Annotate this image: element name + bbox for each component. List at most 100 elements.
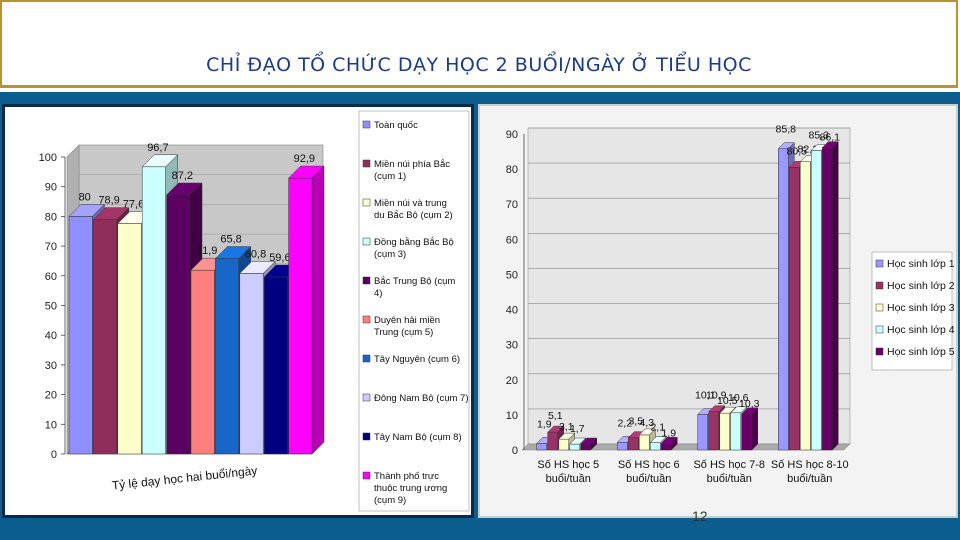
bar-front [628,437,639,451]
legend-box [871,251,953,371]
legend-swatch [362,354,371,363]
bar-top [165,182,203,196]
bar-front [580,443,591,451]
y-tick-label: 60 [45,271,57,283]
data-label: 4,3 [639,417,654,429]
data-label: 80 [79,191,91,203]
legend-swatch [875,259,884,268]
bar [287,165,325,455]
data-label: 60,8 [245,248,266,260]
bar [821,141,839,451]
legend-label: Đồng bằng Bắc Bộ (cụm 3) [374,237,454,260]
data-label: 61,9 [196,245,217,257]
legend-label: Tây Nguyên (cụm 6) [374,354,460,365]
legend-swatch [875,325,884,334]
bar-front [239,273,264,455]
y-tick-label: 50 [506,269,518,281]
bar-front [68,216,93,455]
data-label: 59,6 [269,252,290,264]
slide-header: CHỈ ĐẠO TỔ CHỨC DẠY HỌC 2 BUỔI/NGÀY Ở TI… [0,0,958,88]
bar-front [558,438,569,451]
data-label: 10,5 [717,395,738,407]
bar-top [141,154,179,168]
legend-box [358,110,470,512]
category-label: Số HS học 7-8 buổi/tuần [693,459,765,485]
data-label: 1,9 [537,418,552,430]
legend: Học sinh lớp 1 Học sinh lớp 2 Học sinh lớp… [871,251,955,371]
legend-label: Miền núi và trung du Bắc Bộ (cụm 2) [374,198,453,221]
data-label: 77,6 [123,199,144,211]
bar-top [730,406,748,414]
y-tick-label: 70 [45,241,57,253]
bar-front [811,150,822,451]
data-label: 2,1 [650,422,665,434]
bar [741,407,759,451]
slide-title: CHỈ ĐẠO TỔ CHỨC DẠY HỌC 2 BUỔI/NGÀY Ở TI… [206,54,752,76]
bar-front [639,434,650,451]
chart-panel-grades: 0 10 20 30 40 50 60 70 80 90 1,9 5,1 3,1 1,7 Số HS học… [478,104,958,518]
y-tick-label: 0 [512,445,518,457]
data-label: 3,1 [559,421,574,433]
legend-swatch [362,471,371,480]
data-label: 3,5 [628,416,643,428]
bar-front [569,443,580,451]
bar-front [708,411,719,451]
y-tick-label: 80 [45,211,57,223]
bar-front [661,443,672,451]
bar-top [558,432,576,440]
legend-swatch [875,303,884,312]
bar-side [751,407,758,451]
bar-top [214,246,252,259]
data-label: 5,1 [548,410,563,422]
bar-top [741,407,759,415]
bar-front [166,194,191,455]
bar-front [536,443,547,451]
data-label: 10,9 [706,390,727,402]
category-label: Số HS học 5 buổi/tuần [537,459,599,485]
x-axis-label: Tỷ lệ dạy học hai buổi/ngày [111,463,258,492]
bar-top [708,405,726,412]
regional-bar-chart: 0 10 20 30 40 50 60 70 80 90 100 80 78,9 77,6 96,7 87,2… [39,110,470,512]
y-tick-label: 10 [506,410,518,422]
y-tick-label: 20 [506,375,518,387]
legend: Toàn quốc Miền núi phía Bắc (cụm 1) Miền nú… [358,110,470,512]
bar-front [190,269,215,455]
legend-label: Tây Nam Bộ (cụm 8) [374,432,462,443]
chart-panel-regions: 0 10 20 30 40 50 60 70 80 90 100 80 78,9 77,6 96,7 87,2… [2,104,474,518]
y-tick-label: 50 [45,301,57,313]
legend-swatch [875,347,884,356]
y-tick-label: 10 [45,419,57,431]
legend-label: Thành phố trực thuộc trung ương (cụm 9) [374,471,447,506]
data-label: 87,2 [172,170,193,182]
y-tick-label: 30 [45,360,57,372]
bar-top [660,437,678,444]
bar-front [697,414,708,451]
bar-side [832,141,839,451]
legend-label: Học sinh lớp 1 [887,258,955,270]
legend-label: Học sinh lớp 3 [887,302,955,314]
y-tick-label: 80 [506,164,518,176]
data-label: 65,8 [220,234,241,246]
data-label: 85,3 [809,130,830,142]
data-label: 1,9 [661,427,676,439]
data-label: 10,1 [695,390,716,402]
data-label: 86,1 [820,132,841,144]
bar-front [288,177,313,455]
bar-top [569,437,587,445]
legend-label: Toàn quốc [374,120,418,131]
bar [580,437,598,451]
bar-top [821,141,839,148]
legend-swatch [362,432,371,441]
legend-label: Học sinh lớp 4 [887,324,955,336]
data-label: 80,5 [787,145,808,157]
bar-front [800,161,811,451]
legend-swatch [362,315,371,324]
bar-front [547,431,558,451]
bar-front [93,219,118,455]
bar-top [638,428,656,436]
data-label: 1,7 [570,423,585,435]
y-tick-label: 70 [506,199,518,211]
bar-top [547,425,565,433]
data-label: 96,7 [147,142,168,154]
legend-label: Duyên hải miền Trung (cụm 5) [374,315,440,338]
